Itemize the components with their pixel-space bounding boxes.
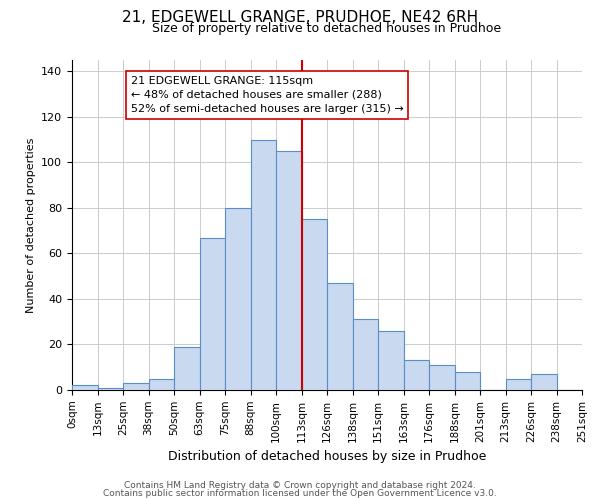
Bar: [404, 360, 429, 390]
Bar: [199, 238, 225, 390]
Bar: [302, 220, 327, 390]
Bar: [505, 378, 531, 390]
Text: Contains HM Land Registry data © Crown copyright and database right 2024.: Contains HM Land Registry data © Crown c…: [124, 481, 476, 490]
Bar: [276, 151, 302, 390]
Bar: [455, 372, 480, 390]
Text: 21, EDGEWELL GRANGE, PRUDHOE, NE42 6RH: 21, EDGEWELL GRANGE, PRUDHOE, NE42 6RH: [122, 10, 478, 25]
Text: Contains public sector information licensed under the Open Government Licence v3: Contains public sector information licen…: [103, 488, 497, 498]
Bar: [378, 331, 404, 390]
Text: 21 EDGEWELL GRANGE: 115sqm
← 48% of detached houses are smaller (288)
52% of sem: 21 EDGEWELL GRANGE: 115sqm ← 48% of deta…: [131, 76, 403, 114]
Bar: [251, 140, 276, 390]
Bar: [531, 374, 557, 390]
Bar: [353, 320, 378, 390]
Bar: [225, 208, 251, 390]
Bar: [327, 283, 353, 390]
Bar: [429, 365, 455, 390]
Y-axis label: Number of detached properties: Number of detached properties: [26, 138, 35, 312]
Bar: [174, 347, 199, 390]
Bar: [97, 388, 123, 390]
Bar: [72, 386, 97, 390]
Bar: [149, 378, 174, 390]
Bar: [123, 383, 149, 390]
X-axis label: Distribution of detached houses by size in Prudhoe: Distribution of detached houses by size …: [168, 450, 486, 463]
Title: Size of property relative to detached houses in Prudhoe: Size of property relative to detached ho…: [152, 22, 502, 35]
